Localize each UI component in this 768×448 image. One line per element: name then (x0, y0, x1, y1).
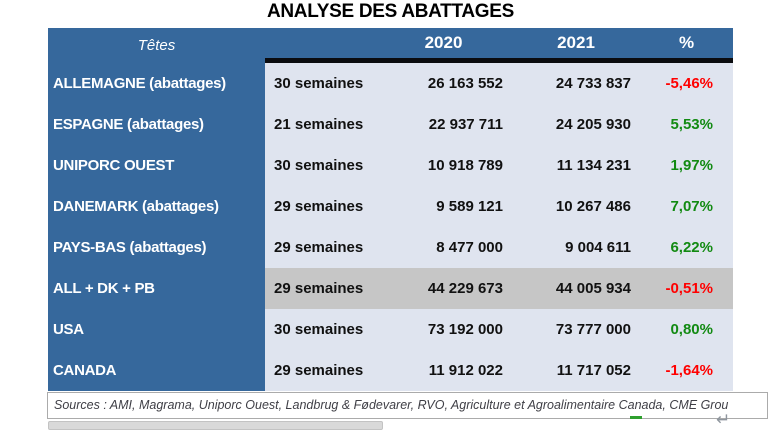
col-header-percent: % (640, 28, 733, 63)
row-name-cell: UNIPORC OUEST (48, 145, 265, 186)
table-row-usa: USA 30 semaines 73 192 000 73 777 000 0,… (48, 309, 733, 350)
row-2021-cell: 24 205 930 (555, 116, 631, 133)
col-header-tetes: Têtes (48, 28, 265, 63)
table-header-row: Têtes 2020 2021 % (48, 28, 733, 63)
row-weeks-cell: 30 semaines (274, 157, 364, 174)
row-weeks-cell: 30 semaines (274, 321, 364, 338)
table-row-canada: CANADA 29 semaines 11 912 022 11 717 052… (48, 350, 733, 391)
row-2020-cell: 26 163 552 (427, 75, 503, 92)
row-2020-cell: 73 192 000 (427, 321, 503, 338)
row-weeks-cell: 29 semaines (274, 280, 364, 297)
row-name-cell: ALLEMAGNE (abattages) (48, 63, 265, 104)
row-2020-cell: 10 918 789 (427, 157, 503, 174)
table-row-danemark: DANEMARK (abattages) 29 semaines 9 589 1… (48, 186, 733, 227)
green-dash-mark (630, 416, 642, 419)
row-name-cell: PAYS-BAS (abattages) (48, 227, 265, 268)
col-header-weeks (265, 28, 375, 63)
row-2020-cell: 11 912 022 (428, 362, 503, 379)
row-percent-cell: -5,46% (665, 75, 713, 92)
row-percent-cell: 0,80% (670, 321, 713, 338)
row-weeks-cell: 29 semaines (274, 198, 364, 215)
row-2021-cell: 9 004 611 (565, 239, 631, 256)
row-2021-cell: 73 777 000 (555, 321, 631, 338)
row-name-cell: USA (48, 309, 265, 350)
row-name-cell: ESPAGNE (abattages) (48, 104, 265, 145)
row-2021-cell: 11 134 231 (556, 157, 631, 174)
table-row-allemagne: ALLEMAGNE (abattages) 30 semaines 26 163… (48, 63, 733, 104)
row-2020-cell: 9 589 121 (436, 198, 503, 215)
row-percent-cell: -0,51% (665, 280, 713, 297)
sources-note: Sources : AMI, Magrama, Uniporc Ouest, L… (47, 392, 768, 419)
col-header-2020: 2020 (375, 28, 512, 63)
row-name-cell: CANADA (48, 350, 265, 391)
table-row-paysbas: PAYS-BAS (abattages) 29 semaines 8 477 0… (48, 227, 733, 268)
horizontal-scrollbar-thumb[interactable] (48, 421, 383, 430)
row-weeks-cell: 29 semaines (274, 362, 364, 379)
row-weeks-cell: 30 semaines (274, 75, 364, 92)
row-2020-cell: 8 477 000 (436, 239, 503, 256)
col-header-2021: 2021 (512, 28, 640, 63)
row-2020-cell: 44 229 673 (427, 280, 503, 297)
abattages-table: Têtes 2020 2021 % ALLEMAGNE (abattages) … (48, 28, 733, 391)
row-percent-cell: 5,53% (670, 116, 713, 133)
row-name-cell: ALL + DK + PB (48, 268, 265, 309)
row-percent-cell: 6,22% (670, 239, 713, 256)
table-row-espagne: ESPAGNE (abattages) 21 semaines 22 937 7… (48, 104, 733, 145)
row-2020-cell: 22 937 711 (428, 116, 503, 133)
table-row-uniporc: UNIPORC OUEST 30 semaines 10 918 789 11 … (48, 145, 733, 186)
row-2021-cell: 24 733 837 (555, 75, 631, 92)
row-2021-cell: 11 717 052 (556, 362, 631, 379)
row-2021-cell: 44 005 934 (555, 280, 631, 297)
paragraph-return-icon: ↵ (716, 410, 731, 429)
row-2021-cell: 10 267 486 (555, 198, 631, 215)
row-percent-cell: 1,97% (670, 157, 713, 174)
row-weeks-cell: 29 semaines (274, 239, 364, 256)
table-row-all-dk-pb-total: ALL + DK + PB 29 semaines 44 229 673 44 … (48, 268, 733, 309)
row-name-cell: DANEMARK (abattages) (48, 186, 265, 227)
row-percent-cell: -1,64% (665, 362, 713, 379)
row-percent-cell: 7,07% (670, 198, 713, 215)
page-title: ANALYSE DES ABATTAGES (266, 1, 515, 22)
row-weeks-cell: 21 semaines (274, 116, 364, 133)
